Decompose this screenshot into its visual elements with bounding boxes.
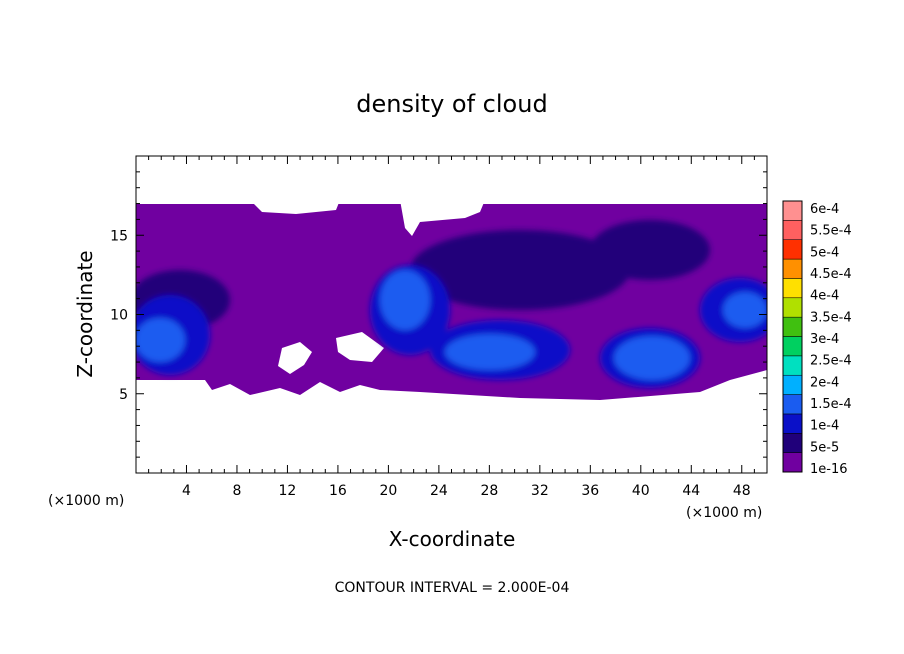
dense-region (136, 318, 185, 362)
dense-region (590, 220, 710, 280)
colorbar-swatch (782, 297, 803, 318)
x-tick-label: 4 (182, 483, 191, 499)
x-axis-ticks: 4 8 12 16 20 24 28 32 36 40 44 48 (148, 156, 755, 499)
dense-region (380, 270, 430, 330)
colorbar-label: 2.5e-4 (810, 354, 852, 369)
x-tick-label: 16 (329, 483, 347, 499)
dense-region (410, 230, 630, 310)
chart-title: density of cloud (356, 90, 547, 118)
colorbar-swatch (782, 452, 803, 473)
contour-interval-note: CONTOUR INTERVAL = 2.000E-04 (335, 580, 570, 596)
colorbar-swatch (782, 394, 803, 415)
x-tick-label: 8 (232, 483, 241, 499)
colorbar: 1e-16 5e-5 1e-4 1.5e-4 2e-4 2.5e-4 3e-4 3.5e-4 4… (782, 200, 852, 477)
colorbar-swatch (782, 355, 803, 376)
dense-region (723, 292, 767, 328)
colorbar-label: 6e-4 (810, 202, 839, 217)
colorbar-label: 1.5e-4 (810, 397, 852, 412)
y-axis-ticks: 5 10 15 (110, 171, 767, 458)
cloud-gap (278, 342, 312, 374)
x-unit-left: (×1000 m) (48, 493, 124, 509)
x-tick-label: 32 (531, 483, 549, 499)
colorbar-swatch (782, 220, 803, 240)
colorbar-label: 4.5e-4 (810, 267, 852, 282)
colorbar-swatch (782, 239, 803, 260)
cloud-gap (250, 200, 340, 214)
y-axis-label: Z-coordinate (73, 250, 97, 377)
colorbar-swatch (782, 413, 803, 434)
x-tick-label: 36 (581, 483, 599, 499)
colorbar-frame (782, 200, 803, 473)
colorbar-swatch (782, 258, 803, 279)
colorbar-label: 5e-4 (810, 245, 839, 260)
colorbar-swatch (782, 433, 803, 453)
x-tick-label: 48 (733, 483, 751, 499)
colorbar-swatch (782, 374, 803, 395)
x-tick-label: 24 (430, 483, 448, 499)
heatmap-field (136, 200, 767, 410)
x-tick-label: 44 (682, 483, 700, 499)
cloud-gap (136, 370, 767, 410)
x-tick-label: 28 (480, 483, 498, 499)
colorbar-label: 1e-16 (810, 462, 848, 477)
dense-region (614, 336, 690, 380)
y-tick-label: 10 (110, 308, 128, 324)
cloud-gap (400, 200, 485, 236)
y-tick-label: 5 (119, 387, 128, 403)
colorbar-label: 3.5e-4 (810, 310, 852, 325)
dense-region (445, 334, 535, 370)
colorbar-swatch (782, 336, 803, 357)
y-tick-label: 15 (110, 228, 128, 244)
x-tick-label: 12 (279, 483, 297, 499)
x-unit-right: (×1000 m) (686, 505, 762, 521)
colorbar-swatch (782, 278, 803, 299)
colorbar-label: 5.5e-4 (810, 224, 852, 239)
x-tick-label: 40 (632, 483, 650, 499)
colorbar-label: 4e-4 (810, 289, 839, 304)
x-tick-label: 20 (379, 483, 397, 499)
colorbar-label: 2e-4 (810, 375, 839, 390)
colorbar-label: 5e-5 (810, 440, 839, 455)
colorbar-swatch (782, 316, 803, 337)
colorbar-swatch (782, 200, 803, 221)
colorbar-label: 3e-4 (810, 332, 839, 347)
cloud-gap (336, 332, 384, 362)
colorbar-label: 1e-4 (810, 419, 839, 434)
x-axis-label: X-coordinate (389, 527, 516, 551)
